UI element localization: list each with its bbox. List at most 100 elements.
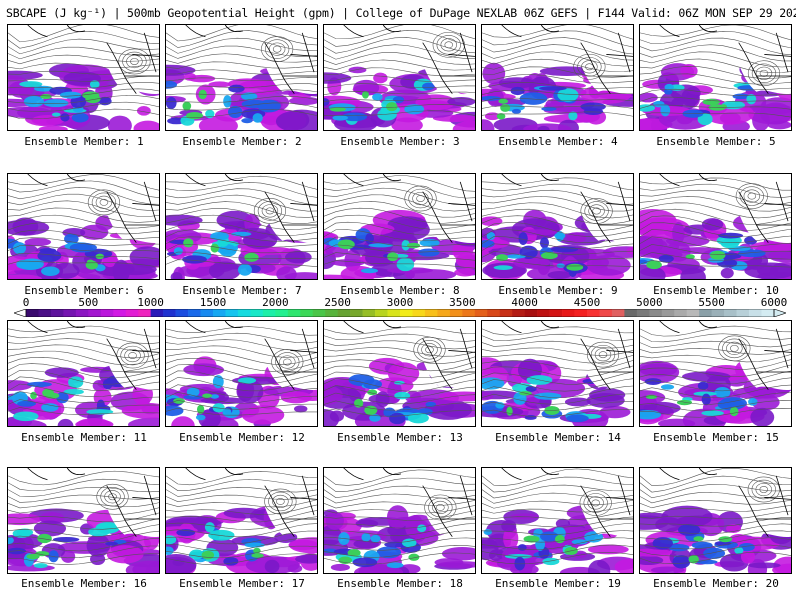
colorbar-tick-label: 6000 (760, 296, 788, 309)
colorbar-tick-label: 4500 (573, 296, 601, 309)
ensemble-member-label: Ensemble Member: 17 (179, 577, 305, 590)
colorbar-swatch (100, 309, 114, 317)
colorbar-tick-label: 4000 (511, 296, 538, 309)
ensemble-panel-map (323, 173, 476, 280)
sbcape-height-map (482, 174, 633, 279)
colorbar-swatch (487, 309, 501, 317)
sbcape-height-map (8, 174, 159, 279)
colorbar-left-arrow (14, 309, 27, 317)
colorbar-swatch (138, 309, 151, 317)
colorbar-swatch (150, 309, 164, 317)
ensemble-panel-map (481, 173, 634, 280)
ensemble-member-label: Ensemble Member: 16 (21, 577, 147, 590)
ensemble-member-label: Ensemble Member: 11 (21, 431, 147, 444)
ensemble-member-label: Ensemble Member: 9 (498, 284, 618, 297)
sbcape-height-map (482, 321, 633, 426)
colorbar-swatch (400, 309, 413, 317)
colorbar-swatch (200, 309, 214, 317)
ensemble-panel-map (7, 320, 160, 427)
colorbar-swatch (424, 309, 438, 317)
colorbar-swatch (50, 309, 64, 317)
ensemble-member-label: Ensemble Member: 14 (495, 431, 621, 444)
colorbar-swatch (462, 309, 476, 317)
colorbar-swatch (250, 309, 264, 317)
colorbar-swatch (287, 309, 301, 317)
ensemble-panel-map (481, 320, 634, 427)
sbcape-height-map (482, 468, 633, 573)
colorbar-swatch (26, 309, 39, 317)
colorbar-swatch (524, 309, 538, 317)
sbcape-height-map (166, 468, 317, 573)
colorbar-tick-label: 1000 (137, 296, 164, 309)
ensemble-panel-map (323, 320, 476, 427)
colorbar (14, 309, 786, 317)
ensemble-panel-map (323, 467, 476, 574)
colorbar-swatch (175, 309, 189, 317)
sbcape-height-map (8, 25, 159, 130)
colorbar-swatch (711, 309, 725, 317)
ensemble-member-label: Ensemble Member: 12 (179, 431, 305, 444)
sbcape-height-map (640, 174, 791, 279)
colorbar-swatch (325, 309, 338, 317)
ensemble-member-label: Ensemble Member: 7 (182, 284, 302, 297)
ensemble-panel-map (165, 320, 318, 427)
colorbar-swatch (599, 309, 613, 317)
colorbar-swatch (512, 309, 525, 317)
ensemble-member-label: Ensemble Member: 1 (24, 135, 144, 148)
ensemble-member-label: Ensemble Member: 8 (340, 284, 460, 297)
colorbar-swatch (624, 309, 638, 317)
chart-title: SBCAPE (J kg⁻¹) | 500mb Geopotential Hei… (6, 6, 796, 20)
ensemble-member-label: Ensemble Member: 4 (498, 135, 618, 148)
colorbar-swatch (749, 309, 762, 317)
colorbar-swatch (736, 309, 750, 317)
colorbar-swatch (649, 309, 663, 317)
colorbar-right-arrow (773, 309, 786, 317)
ensemble-panel-map (481, 467, 634, 574)
colorbar-swatch (537, 309, 550, 317)
colorbar-swatch (761, 309, 775, 317)
ensemble-panel-map (639, 320, 792, 427)
colorbar-tick-label: 2000 (262, 296, 289, 309)
colorbar-swatch (63, 309, 77, 317)
colorbar-tick-label: 5000 (636, 296, 663, 309)
colorbar-swatch (549, 309, 563, 317)
ensemble-member-label: Ensemble Member: 3 (340, 135, 460, 148)
ensemble-member-label: Ensemble Member: 13 (337, 431, 463, 444)
colorbar-swatch (312, 309, 326, 317)
colorbar-tick-label: 0 (22, 296, 30, 309)
colorbar-swatch (362, 309, 376, 317)
sbcape-height-map (324, 25, 475, 130)
colorbar-tick-label: 500 (78, 296, 99, 309)
colorbar-swatch (300, 309, 314, 317)
colorbar-tick-labels: 0 500 1000 1500 2000 2500 3000 3500 4000 4500 5000… (0, 297, 800, 309)
colorbar-swatch (113, 309, 127, 317)
colorbar-tick-label: 5500 (698, 296, 725, 309)
sbcape-height-map (166, 174, 317, 279)
ensemble-panel-map (165, 24, 318, 131)
colorbar-swatch (611, 309, 625, 317)
colorbar-swatch (125, 309, 139, 317)
sbcape-height-map (324, 321, 475, 426)
ensemble-panel-map (323, 24, 476, 131)
sbcape-height-map (324, 174, 475, 279)
sbcape-height-map (640, 25, 791, 130)
colorbar-swatch (699, 309, 712, 317)
colorbar-tick-label: 2500 (324, 296, 351, 309)
sbcape-height-map (324, 468, 475, 573)
colorbar-swatch (262, 309, 276, 317)
colorbar-swatch (38, 309, 52, 317)
ensemble-panel-map (639, 467, 792, 574)
ensemble-panel-map (165, 173, 318, 280)
colorbar-swatch (387, 309, 401, 317)
sbcape-height-map (8, 321, 159, 426)
ensemble-member-label: Ensemble Member: 15 (653, 431, 779, 444)
ensemble-member-label: Ensemble Member: 19 (495, 577, 621, 590)
colorbar-tick-label: 3000 (386, 296, 414, 309)
colorbar-swatch (75, 309, 89, 317)
ensemble-member-label: Ensemble Member: 6 (24, 284, 144, 297)
colorbar-swatch (636, 309, 650, 317)
ensemble-panel-map (639, 24, 792, 131)
colorbar-swatch (686, 309, 700, 317)
ensemble-member-label: Ensemble Member: 2 (182, 135, 302, 148)
colorbar-tick-label: 1500 (199, 296, 227, 309)
